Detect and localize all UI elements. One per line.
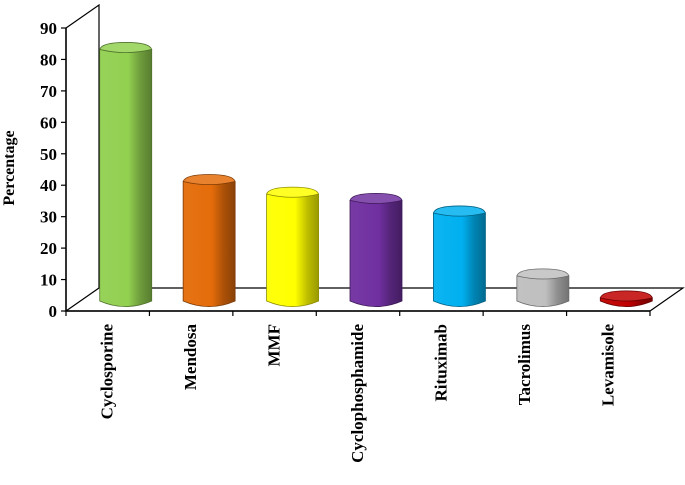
bar-body	[266, 193, 319, 307]
bar-body	[182, 181, 236, 307]
bar-top	[99, 42, 153, 53]
x-category-label: MMF	[265, 324, 284, 366]
y-tick-label: 10	[40, 271, 57, 290]
bar-top	[599, 290, 653, 302]
bar-top	[516, 268, 570, 280]
bar-mmf	[266, 186, 320, 307]
y-tick-label: 90	[40, 19, 57, 38]
bar-body	[349, 199, 403, 307]
y-tick-label: 40	[40, 176, 57, 195]
x-category-label: Mendosa	[181, 324, 200, 391]
bar-body	[433, 212, 486, 307]
y-tick-label: 30	[40, 208, 57, 227]
x-category-label: Cyclosporine	[98, 324, 117, 420]
bar-cyclophosphamide	[349, 192, 403, 307]
bar-levamisole	[599, 290, 653, 307]
y-tick-label: 70	[40, 82, 57, 101]
back-wall-edge	[65, 3, 100, 288]
bar-top	[349, 192, 403, 204]
y-tick-label: 20	[40, 239, 57, 258]
y-tick-label: 50	[40, 145, 57, 164]
bar-tacrolimus	[516, 268, 570, 307]
bar-body	[99, 49, 153, 307]
bar-top	[182, 174, 236, 186]
bar-body	[516, 275, 570, 307]
bar-top	[432, 205, 486, 217]
x-category-label: Rituximab	[431, 324, 450, 401]
y-tick-label: 0	[49, 302, 58, 321]
bar-rituximab	[432, 205, 486, 307]
bar-cyclosporine	[99, 42, 153, 307]
y-axis-ticks: 0 10 20 30 40 50 60 70 80 90	[40, 19, 651, 321]
x-category-label: Levamisole	[598, 324, 617, 407]
x-category-label: Tacrolimus	[515, 324, 534, 406]
x-axis-labels: Cyclosporine Mendosa MMF Cyclophosphamide Ri…	[98, 324, 618, 463]
bars	[99, 42, 653, 307]
x-category-label: Cyclophosphamide	[348, 324, 367, 463]
bar-top	[266, 186, 320, 198]
bar-mendosa	[182, 174, 236, 307]
y-axis-label: Percentage	[1, 130, 18, 205]
y-tick-label: 80	[40, 50, 57, 69]
y-tick-label: 60	[40, 113, 57, 132]
